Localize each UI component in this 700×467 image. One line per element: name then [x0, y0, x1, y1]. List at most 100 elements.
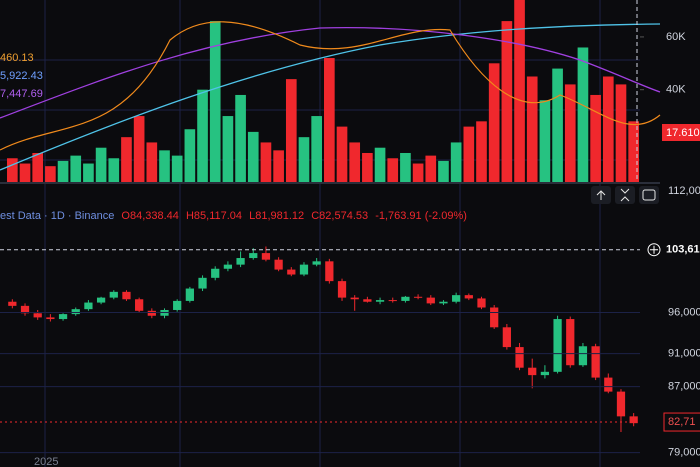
- tag-box: [663, 412, 700, 432]
- candle-body: [261, 253, 271, 260]
- candle-body: [20, 305, 30, 314]
- volume-bar: [184, 129, 196, 182]
- volume-bar: [70, 155, 82, 182]
- button-maximize[interactable]: [639, 186, 659, 204]
- legend-low: L81,981.12: [249, 210, 304, 222]
- icon: [620, 188, 630, 202]
- legend-change: -1,763.91 (-2.09%): [375, 210, 467, 222]
- candle-body: [604, 377, 613, 392]
- volume-bar: [387, 158, 399, 182]
- candle-body: [236, 258, 245, 265]
- candle-body: [464, 295, 473, 299]
- volume-bar: [362, 152, 373, 182]
- volume-bar: [171, 155, 183, 182]
- volume-bar: [552, 68, 563, 182]
- volume-bar: [514, 0, 525, 182]
- candle-body: [413, 296, 423, 298]
- volume-bar: [590, 94, 601, 182]
- volume-bar: [108, 158, 120, 182]
- candle-body: [426, 297, 435, 304]
- value-tag: 112,000: [668, 185, 700, 197]
- volume-bar: [273, 150, 284, 182]
- legend-open: O84,338.44: [121, 210, 179, 222]
- volume-bar: [45, 166, 56, 182]
- volume-bar: [400, 152, 411, 182]
- volume-bar: [488, 63, 500, 182]
- last-price-tag: 82,71: [668, 416, 696, 428]
- volume-bar: [450, 142, 462, 182]
- candle-body: [502, 327, 511, 348]
- tag-box: [662, 124, 700, 141]
- candle-body: [147, 310, 156, 316]
- candle-body: [616, 391, 626, 417]
- volume-bar: [235, 94, 246, 182]
- legend-source: est Data · 1D · Binance: [0, 210, 114, 222]
- legend-close: C82,574.53: [311, 210, 368, 222]
- volume-bar: [285, 79, 297, 182]
- icon: [642, 189, 656, 201]
- price-pane: [0, 246, 640, 433]
- add-button[interactable]: [647, 243, 661, 257]
- candle-body: [477, 298, 486, 308]
- candle-body: [274, 259, 283, 270]
- candle-body: [566, 319, 575, 366]
- candle-body: [490, 307, 499, 328]
- indicator-value: 7,447.69: [0, 88, 43, 100]
- pane-buttons: [591, 186, 659, 204]
- candle-body: [46, 317, 55, 320]
- candle-body: [452, 295, 461, 302]
- candle-body: [578, 346, 588, 366]
- candle-body: [185, 288, 194, 301]
- candle-body: [591, 346, 600, 378]
- indicator-value: 5,922.43: [0, 70, 43, 82]
- volume-bar: [425, 155, 437, 182]
- candle-body: [388, 300, 397, 302]
- crosshair-tag: 103,61: [666, 244, 700, 256]
- candle-body: [58, 314, 68, 320]
- candle-body: [249, 253, 258, 259]
- button-collapse[interactable]: [615, 186, 635, 204]
- candle-body: [337, 281, 347, 298]
- indicator-value: 460.13: [0, 52, 34, 64]
- value-tag: 17.610: [666, 127, 700, 139]
- volume-bar: [7, 158, 18, 182]
- volume-bar: [298, 137, 310, 182]
- volume-bar: [412, 163, 424, 182]
- volume-bar: [577, 47, 589, 183]
- y-tick-label: 40K: [666, 84, 686, 96]
- indicator-line: [0, 21, 661, 151]
- indicator-line: [0, 27, 661, 119]
- pane-separator: [0, 182, 660, 184]
- volume-bar: [57, 160, 69, 182]
- volume-bar: [95, 147, 107, 182]
- volume-bar: [133, 116, 145, 182]
- icon: [596, 190, 606, 200]
- candle-body: [122, 291, 131, 300]
- candle-body: [629, 416, 638, 424]
- volume-bar: [463, 126, 475, 182]
- candle-body: [299, 264, 309, 275]
- candle-body: [287, 269, 296, 275]
- volume-bar: [146, 142, 158, 182]
- candle-body: [71, 309, 80, 315]
- volume-pane: [7, 0, 639, 183]
- volume-bar: [349, 142, 361, 182]
- candle-body: [198, 277, 207, 289]
- volume-bar: [159, 150, 170, 182]
- candle-body: [135, 299, 144, 311]
- candle-body: [528, 367, 537, 376]
- volume-bar: [615, 84, 627, 182]
- volume-bar: [501, 21, 513, 182]
- ohlc-legend: est Data · 1D · Binance O84,338.44 H85,1…: [0, 210, 467, 222]
- volume-bar: [438, 160, 449, 182]
- volume-bar: [539, 100, 551, 182]
- volume-bar: [222, 116, 234, 182]
- icon: [650, 245, 658, 254]
- candle-body: [8, 301, 17, 306]
- indicator-line: [0, 23, 661, 171]
- candle-body: [312, 261, 321, 265]
- volume-bar: [32, 152, 44, 182]
- right-axis: 60K 40K 17.610 112,000 96,000 91,000 87,000 79,…: [0, 31, 700, 459]
- candle-body: [223, 264, 233, 269]
